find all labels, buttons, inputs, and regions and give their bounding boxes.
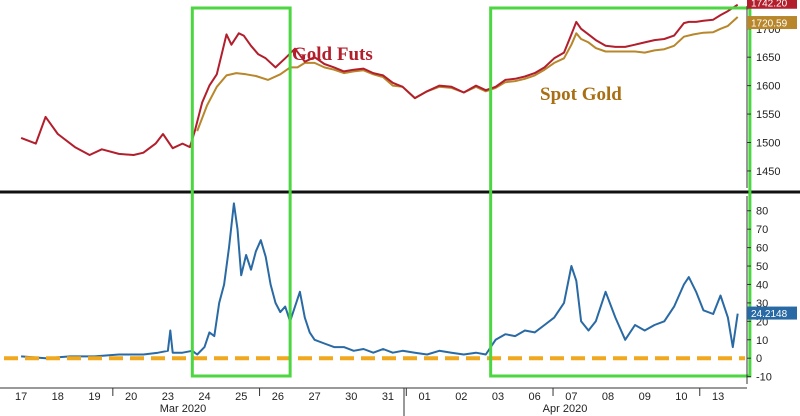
x-tick-label: 07 — [565, 391, 577, 403]
annotation-gold-futs: Gold Futs — [292, 44, 373, 65]
x-tick-label: 09 — [639, 391, 651, 403]
x-tick-label: 25 — [235, 391, 247, 403]
x-tick-label: 20 — [125, 391, 137, 403]
x-tick-label: 06 — [529, 391, 541, 403]
y-tick-label: -10 — [756, 372, 772, 384]
x-tick-label: 02 — [455, 391, 467, 403]
top-last-value-text-0: 1742.20 — [751, 0, 788, 9]
bottom-last-value-tag-0 — [747, 306, 797, 320]
y-tick-label: 60 — [756, 243, 768, 255]
y-tick-label: 1500 — [756, 138, 780, 150]
x-tick-label: 27 — [308, 391, 320, 403]
x-tick-label: 01 — [419, 391, 431, 403]
x-tick-label: 18 — [52, 391, 64, 403]
x-month-label: Apr 2020 — [543, 403, 588, 415]
bottom-last-value-text-0: 24.2148 — [751, 309, 788, 320]
y-tick-label: 70 — [756, 224, 768, 236]
x-tick-label: 24 — [198, 391, 210, 403]
x-tick-label: 08 — [602, 391, 614, 403]
top-last-value-text-1: 1720.59 — [751, 19, 788, 30]
x-month-label: Mar 2020 — [160, 403, 206, 415]
top-series-line-0 — [20, 3, 739, 156]
top-last-value-tag-1 — [747, 16, 797, 30]
bottom-series-line-0 — [21, 202, 739, 360]
y-tick-label: 1650 — [756, 52, 780, 64]
y-tick-label: 0 — [756, 353, 762, 365]
y-tick-label: 1450 — [756, 166, 780, 178]
annotation-spot-gold: Spot Gold — [540, 84, 622, 105]
y-tick-label: 1600 — [756, 81, 780, 93]
x-tick-label: 23 — [162, 391, 174, 403]
y-tick-label: 1550 — [756, 109, 780, 121]
x-tick-label: 17 — [15, 391, 27, 403]
y-tick-label: 40 — [756, 279, 768, 291]
x-tick-label: 03 — [492, 391, 504, 403]
y-tick-label: 10 — [756, 335, 768, 347]
top-series-line-1 — [196, 16, 739, 132]
x-tick-label: 10 — [675, 391, 687, 403]
x-tick-label: 13 — [712, 391, 724, 403]
x-tick-label: 31 — [382, 391, 394, 403]
y-tick-label: 80 — [756, 206, 768, 218]
x-tick-label: 19 — [88, 391, 100, 403]
y-tick-label: 50 — [756, 261, 768, 273]
highlight-box-0 — [190, 6, 292, 378]
top-last-value-tag-0 — [747, 0, 797, 9]
x-tick-label: 26 — [272, 391, 284, 403]
x-tick-label: 30 — [345, 391, 357, 403]
highlight-box-1 — [489, 6, 752, 378]
